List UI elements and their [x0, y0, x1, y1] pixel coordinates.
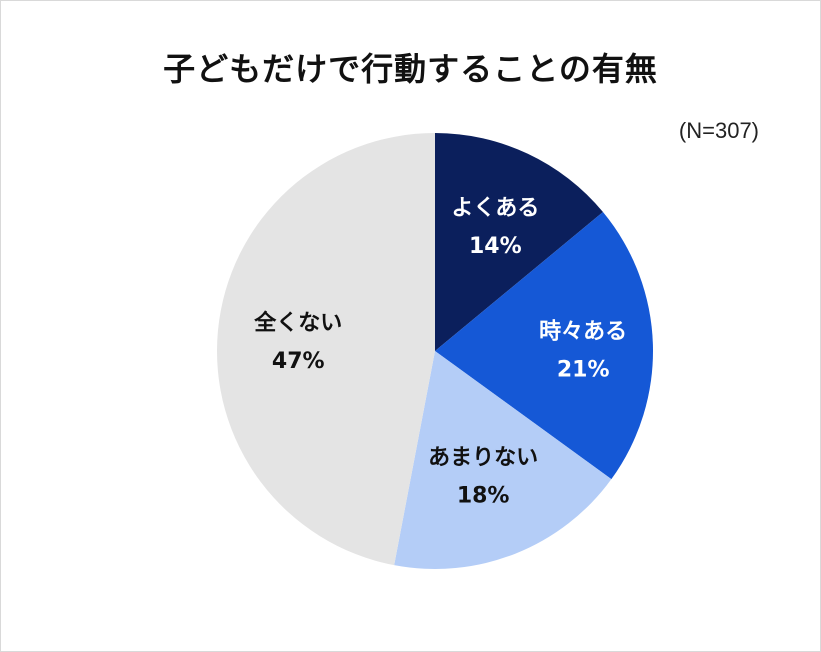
- pie-slice: [394, 351, 612, 569]
- slice-label: よくある: [451, 196, 539, 221]
- chart-title: 子どもだけで行動することの有無: [163, 50, 658, 88]
- pie-slice: [217, 133, 435, 566]
- slice-percent-label: 47%: [272, 349, 325, 374]
- slice-label: 全くない: [253, 310, 342, 336]
- slice-percent-label: 18%: [457, 484, 510, 509]
- pie-slice: [435, 133, 603, 351]
- sample-size-label: (N=307): [678, 118, 759, 143]
- slice-percent-label: 21%: [557, 357, 610, 382]
- pie-slice: [435, 212, 653, 480]
- slice-label: あまりない: [428, 446, 538, 471]
- slice-percent-label: 14%: [469, 234, 522, 259]
- slice-label: 時々ある: [539, 319, 627, 344]
